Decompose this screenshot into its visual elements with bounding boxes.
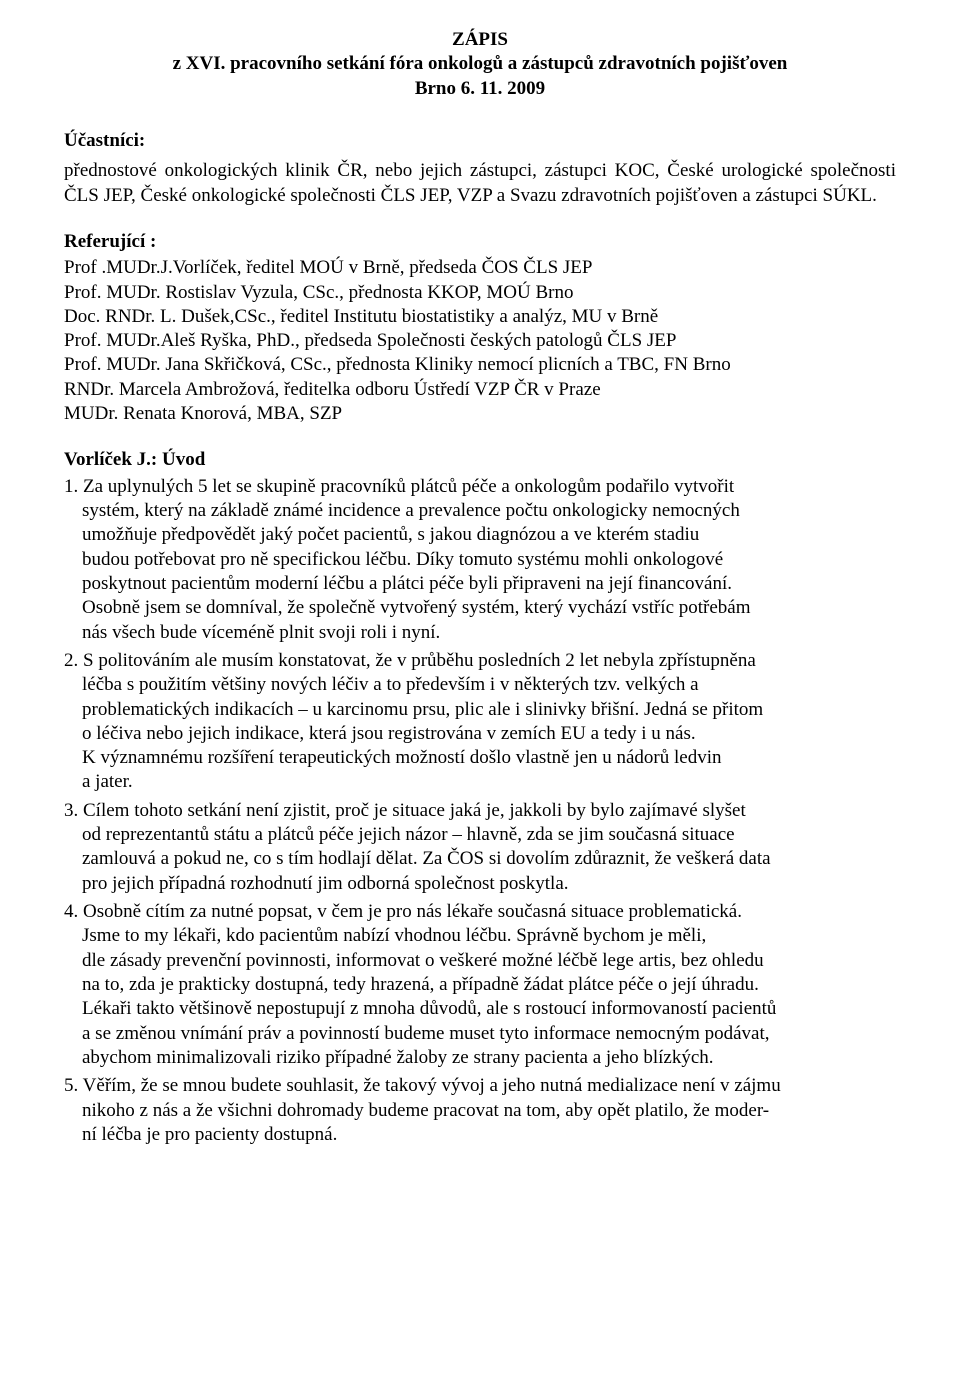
- ucastnici-heading: Účastníci:: [64, 129, 896, 153]
- item-text: od reprezentantů státu a plátců péče jej…: [64, 823, 896, 847]
- referujici-line: Prof. MUDr. Rostislav Vyzula, CSc., před…: [64, 281, 896, 305]
- list-item-firstline: 2. S politováním ale musím konstatovat, …: [64, 649, 896, 673]
- item-text: dle zásady prevenční povinnosti, informo…: [64, 949, 896, 973]
- item-number: 4.: [64, 901, 78, 922]
- item-text: nikoho z nás a že všichni dohromady bude…: [64, 1099, 896, 1123]
- item-text: Osobně cítím za nutné popsat, v čem je p…: [83, 901, 742, 922]
- item-text: zamlouvá a pokud ne, co s tím hodlají dě…: [64, 847, 896, 871]
- list-item-firstline: 1. Za uplynulých 5 let se skupině pracov…: [64, 475, 896, 499]
- item-text: a jater.: [64, 770, 896, 794]
- item-number: 2.: [64, 650, 78, 671]
- item-text: o léčiva nebo jejich indikace, která jso…: [64, 722, 896, 746]
- item-text: léčba s použitím většiny nových léčiv a …: [64, 673, 896, 697]
- referujici-line: Doc. RNDr. L. Dušek,CSc., ředitel Instit…: [64, 305, 896, 329]
- item-text: Věřím, že se mnou budete souhlasit, že t…: [83, 1075, 781, 1096]
- item-text: K významnému rozšíření terapeutických mo…: [64, 746, 896, 770]
- list-item-firstline: 3. Cílem tohoto setkání není zjistit, pr…: [64, 799, 896, 823]
- list-item: 4. Osobně cítím za nutné popsat, v čem j…: [64, 900, 896, 1070]
- item-text: Lékaři takto většinově nepostupují z mno…: [64, 997, 896, 1021]
- item-text: a se změnou vnímání práv a povinností bu…: [64, 1022, 896, 1046]
- item-number: 1.: [64, 476, 78, 497]
- title-line-2: z XVI. pracovního setkání fóra onkologů …: [64, 52, 896, 76]
- item-number: 5.: [64, 1075, 78, 1096]
- item-text: nás všech bude víceméně plnit svoji roli…: [64, 621, 896, 645]
- list-item: 3. Cílem tohoto setkání není zjistit, pr…: [64, 799, 896, 896]
- item-text: na to, zda je prakticky dostupná, tedy h…: [64, 973, 896, 997]
- item-text: systém, který na základě známé incidence…: [64, 499, 896, 523]
- list-item: 2. S politováním ale musím konstatovat, …: [64, 649, 896, 795]
- item-text: pro jejich případná rozhodnutí jim odbor…: [64, 872, 896, 896]
- item-text: problematických indikacích – u karcinomu…: [64, 698, 896, 722]
- list-item-firstline: 5. Věřím, že se mnou budete souhlasit, ž…: [64, 1074, 896, 1098]
- item-text: ní léčba je pro pacienty dostupná.: [64, 1123, 896, 1147]
- list-item-firstline: 4. Osobně cítím za nutné popsat, v čem j…: [64, 900, 896, 924]
- item-text: Za uplynulých 5 let se skupině pracovník…: [83, 476, 734, 497]
- vorlicek-heading: Vorlíček J.: Úvod: [64, 448, 896, 472]
- list-item: 1. Za uplynulých 5 let se skupině pracov…: [64, 475, 896, 645]
- item-text: poskytnout pacientům moderní léčbu a plá…: [64, 572, 896, 596]
- list-item: 5. Věřím, že se mnou budete souhlasit, ž…: [64, 1074, 896, 1147]
- item-text: umožňuje předpovědět jaký počet pacientů…: [64, 523, 896, 547]
- item-text: Cílem tohoto setkání není zjistit, proč …: [83, 800, 746, 821]
- referujici-line: Prof .MUDr.J.Vorlíček, ředitel MOÚ v Brn…: [64, 256, 896, 280]
- referujici-list: Prof .MUDr.J.Vorlíček, ředitel MOÚ v Brn…: [64, 256, 896, 426]
- item-text: abychom minimalizovali riziko případné ž…: [64, 1046, 896, 1070]
- item-text: Jsme to my lékaři, kdo pacientům nabízí …: [64, 924, 896, 948]
- referujici-line: Prof. MUDr. Jana Skřičková, CSc., předno…: [64, 353, 896, 377]
- ucastnici-text: přednostové onkologických klinik ČR, neb…: [64, 159, 896, 208]
- referujici-line: RNDr. Marcela Ambrožová, ředitelka odbor…: [64, 378, 896, 402]
- item-text: budou potřebovat pro ně specifickou léčb…: [64, 548, 896, 572]
- vorlicek-list: 1. Za uplynulých 5 let se skupině pracov…: [64, 475, 896, 1147]
- item-text: Osobně jsem se domníval, že společně vyt…: [64, 596, 896, 620]
- document-page: ZÁPIS z XVI. pracovního setkání fóra onk…: [0, 0, 960, 1396]
- item-number: 3.: [64, 800, 78, 821]
- title-line-3: Brno 6. 11. 2009: [64, 77, 896, 101]
- title-line-1: ZÁPIS: [64, 28, 896, 52]
- referujici-line: MUDr. Renata Knorová, MBA, SZP: [64, 402, 896, 426]
- referujici-heading: Referující :: [64, 230, 896, 254]
- title-block: ZÁPIS z XVI. pracovního setkání fóra onk…: [64, 28, 896, 101]
- referujici-line: Prof. MUDr.Aleš Ryška, PhD., předseda Sp…: [64, 329, 896, 353]
- item-text: S politováním ale musím konstatovat, že …: [83, 650, 756, 671]
